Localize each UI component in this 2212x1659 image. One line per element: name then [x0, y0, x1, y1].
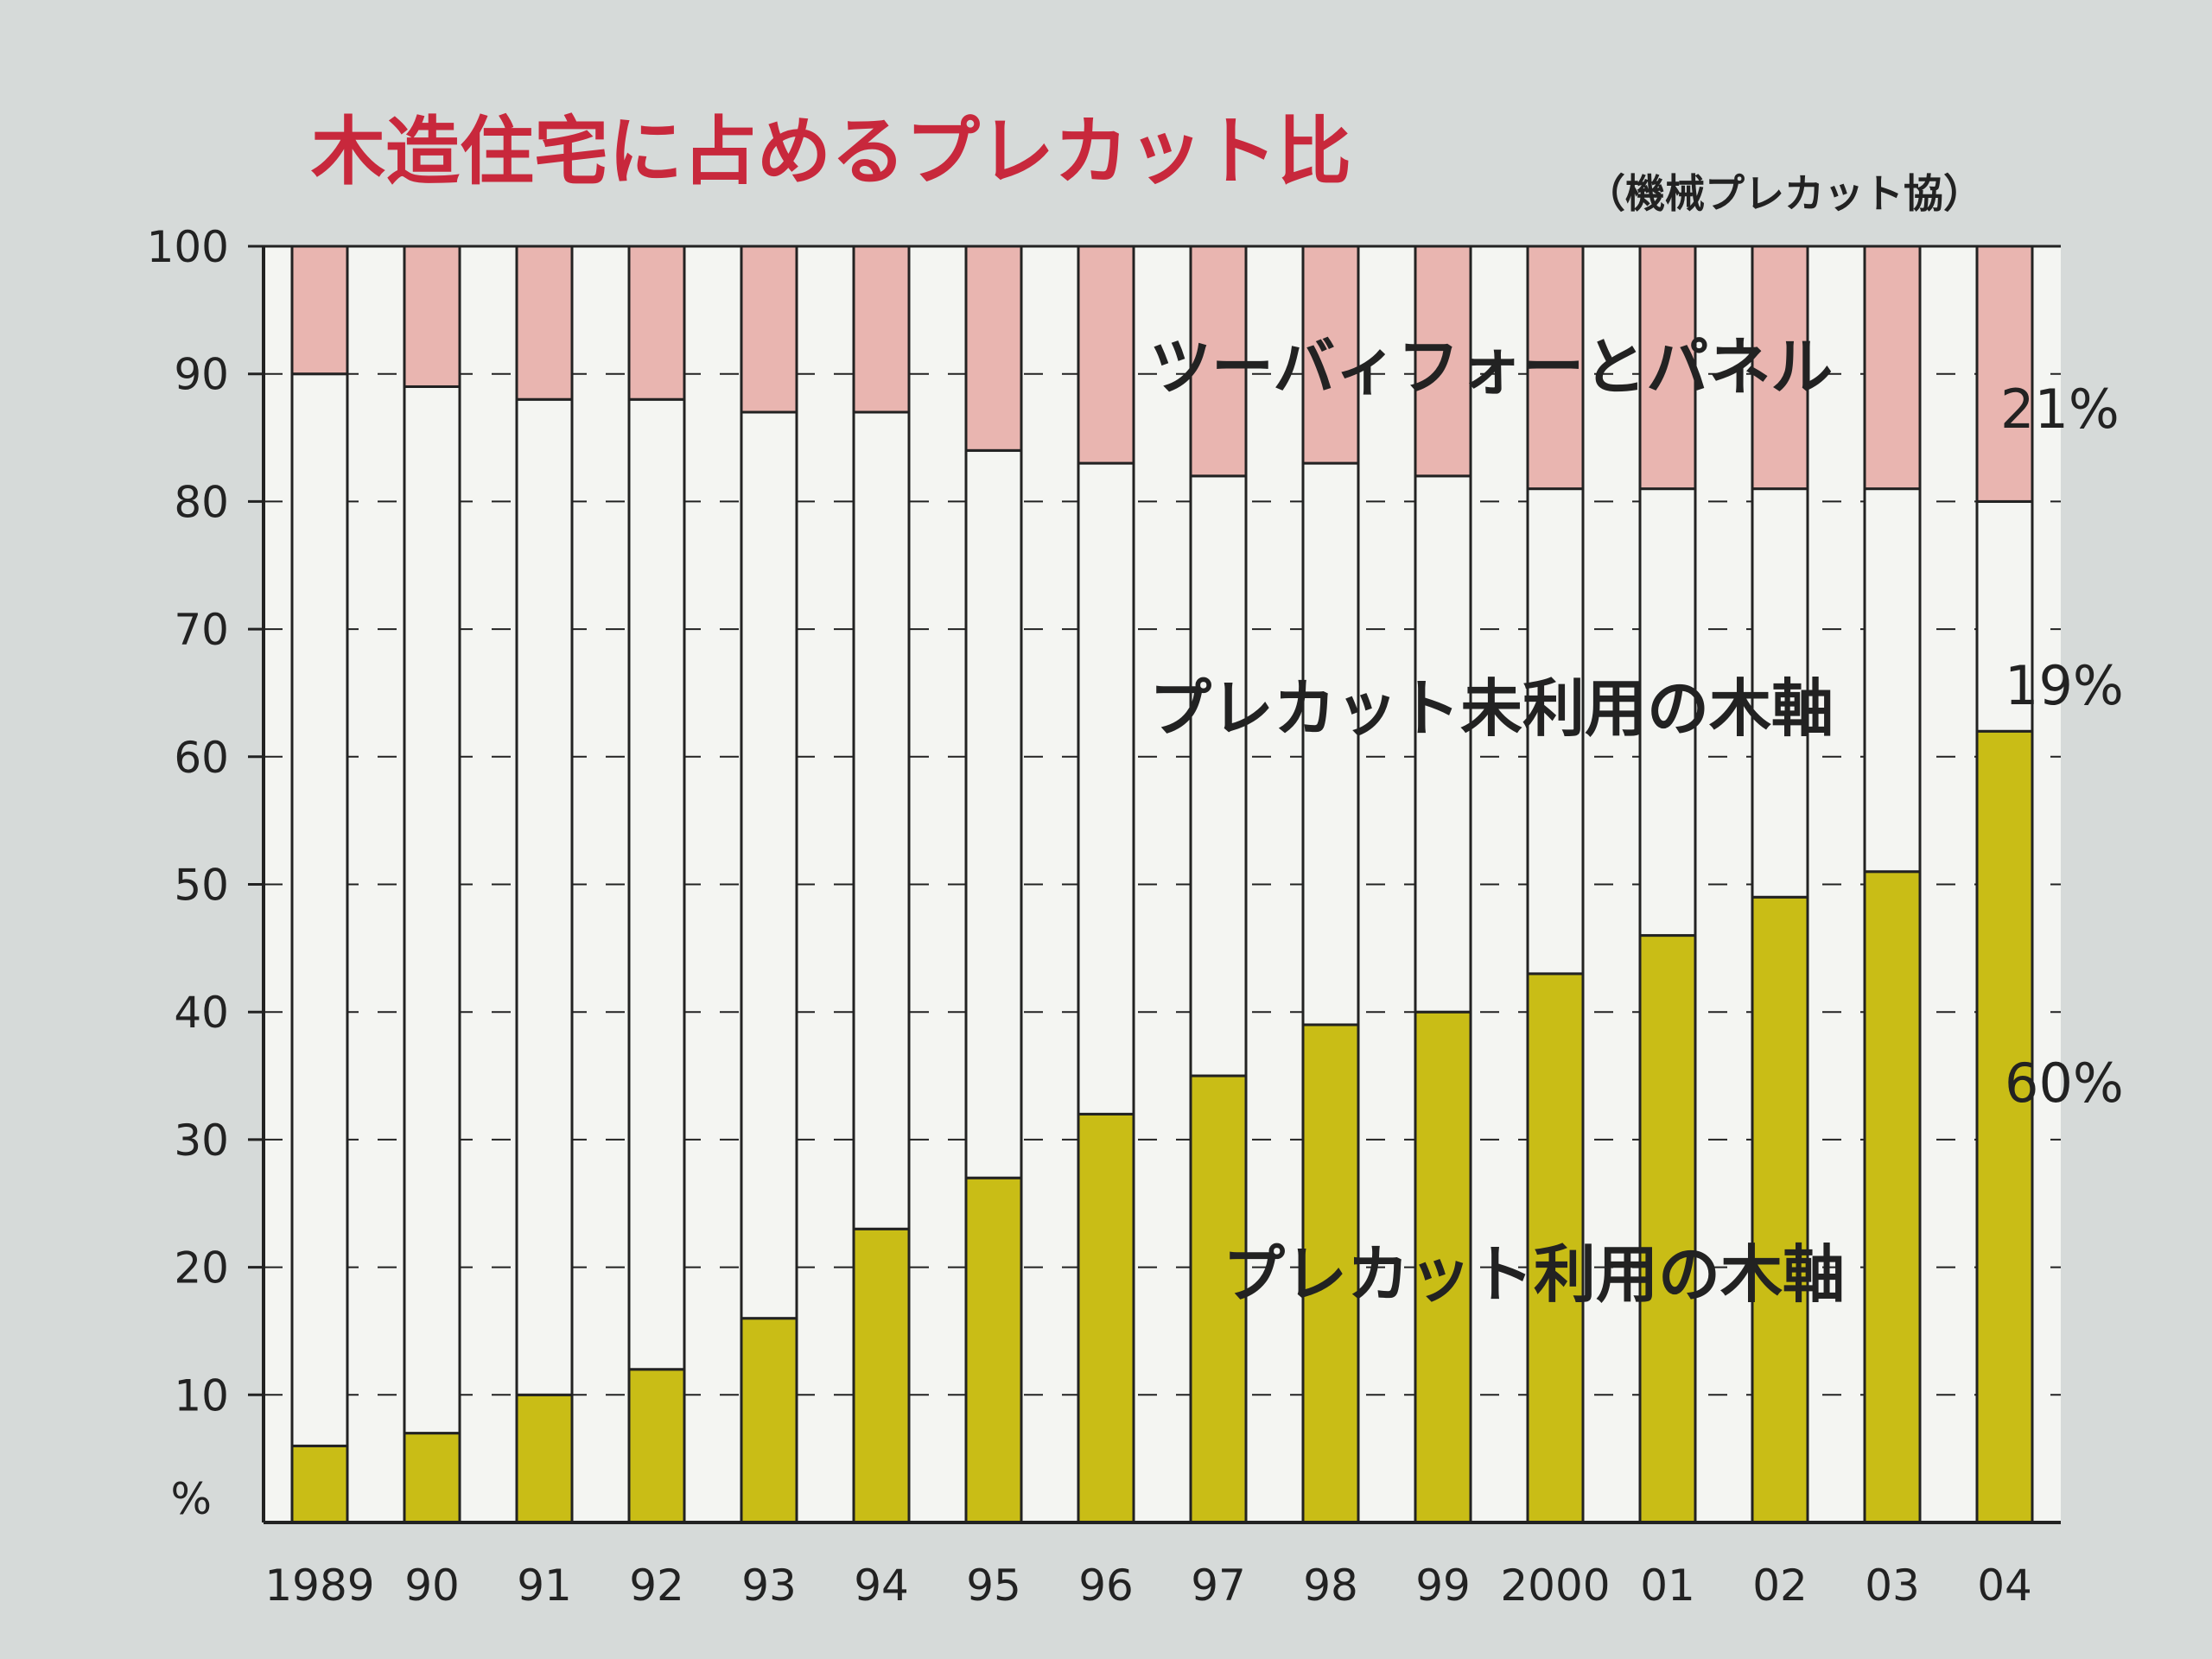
series-label-unused-wood: プレカット未利用の木軸	[1149, 672, 1834, 745]
chart-title: 木造住宅に占めるプレカット比	[311, 109, 1351, 195]
bar-unused-93	[740, 410, 798, 1320]
y-tick-label-90: 90	[174, 350, 229, 400]
x-tick-label-94: 94	[854, 1560, 909, 1611]
x-tick-label-93: 93	[741, 1560, 797, 1611]
bar-precut-95	[964, 1176, 1023, 1524]
y-tick-label-20: 20	[174, 1243, 229, 1294]
bar-unused-01	[1638, 487, 1697, 938]
series-label-twobyfour: ツーバィフォーとパネル	[1149, 331, 1833, 404]
bar-precut-02	[1751, 895, 1809, 1524]
x-tick-label-2000: 2000	[1500, 1560, 1610, 1611]
chart-source: （機械プレカット協）	[1586, 170, 1983, 217]
bars	[290, 245, 2034, 1524]
bar-twobyfour-93	[740, 245, 798, 414]
bar-precut-90	[403, 1432, 461, 1524]
x-tick-label-95: 95	[966, 1560, 1021, 1611]
bar-precut-93	[740, 1317, 798, 1524]
bar-precut-96	[1077, 1112, 1135, 1524]
labels: 木造住宅に占めるプレカット比 （機械プレカット協） % ツーバィフォーとパネル …	[170, 109, 2123, 1524]
bar-twobyfour-95	[964, 245, 1023, 452]
x-tick-label-01: 01	[1640, 1560, 1695, 1611]
x-tick-label-1989: 1989	[264, 1560, 374, 1611]
annotation-precut-2004: 60%	[2005, 1052, 2124, 1115]
y-tick-label-100: 100	[147, 222, 229, 272]
x-tick-label-90: 90	[404, 1560, 460, 1611]
bar-twobyfour-1989	[290, 245, 349, 376]
bar-precut-94	[852, 1227, 911, 1524]
bar-precut-92	[627, 1368, 686, 1524]
y-tick-label-30: 30	[174, 1116, 229, 1166]
bar-twobyfour-96	[1077, 245, 1135, 465]
y-tick-label-70: 70	[174, 605, 229, 655]
bar-precut-01	[1638, 934, 1697, 1524]
x-tick-label-92: 92	[629, 1560, 684, 1611]
bar-precut-91	[515, 1393, 574, 1524]
series-label-precut-wood: プレカット利用の木軸	[1223, 1238, 1845, 1311]
bar-twobyfour-94	[852, 245, 911, 414]
bar-twobyfour-04	[1975, 245, 2034, 503]
x-tick-label-98: 98	[1303, 1560, 1358, 1611]
bar-precut-03	[1863, 870, 1922, 1524]
bar-unused-94	[852, 410, 911, 1230]
x-tick-label-02: 02	[1752, 1560, 1808, 1611]
bar-twobyfour-90	[403, 245, 461, 388]
y-axis-unit: %	[170, 1474, 212, 1524]
bar-precut-1989	[290, 1444, 349, 1524]
y-tick-label-10: 10	[174, 1370, 229, 1421]
bar-precut-04	[1975, 729, 2034, 1524]
y-tick-label-80: 80	[174, 477, 229, 527]
x-tick-label-91: 91	[517, 1560, 572, 1611]
annotation-unused-2004: 19%	[2005, 654, 2124, 717]
bar-unused-03	[1863, 487, 1922, 874]
bar-twobyfour-92	[627, 245, 686, 401]
y-tick-label-60: 60	[174, 733, 229, 783]
bar-unused-91	[515, 397, 574, 1396]
axes: 100 90 80 70 60 50 40 30 20 10 1989 90 91 92 93 94 95 96 9…	[147, 222, 2061, 1611]
y-tick-label-50: 50	[174, 861, 229, 911]
x-tick-label-97: 97	[1191, 1560, 1246, 1611]
bar-twobyfour-03	[1863, 245, 1922, 491]
bar-unused-97	[1189, 474, 1248, 1077]
bar-unused-92	[627, 397, 686, 1371]
x-tick-label-04: 04	[1977, 1560, 2032, 1611]
bar-twobyfour-91	[515, 245, 574, 401]
x-tick-label-03: 03	[1865, 1560, 1920, 1611]
bar-unused-98	[1301, 461, 1360, 1027]
bar-unused-96	[1077, 461, 1135, 1116]
bar-unused-99	[1414, 474, 1472, 1014]
y-tick-label-40: 40	[174, 988, 229, 1038]
bar-unused-90	[403, 385, 461, 1435]
annotation-twobyfour-2004: 21%	[2000, 378, 2120, 441]
bar-twobyfour-98	[1301, 245, 1360, 465]
bar-precut-97	[1189, 1074, 1248, 1524]
x-tick-label-99: 99	[1415, 1560, 1471, 1611]
bar-unused-95	[964, 448, 1023, 1179]
bar-twobyfour-01	[1638, 245, 1697, 491]
bar-precut-98	[1301, 1023, 1360, 1524]
bar-unused-1989	[290, 372, 349, 1447]
bar-unused-2000	[1526, 487, 1585, 976]
x-tick-label-96: 96	[1078, 1560, 1134, 1611]
bar-precut-99	[1414, 1010, 1472, 1524]
bar-unused-04	[1975, 499, 2034, 733]
